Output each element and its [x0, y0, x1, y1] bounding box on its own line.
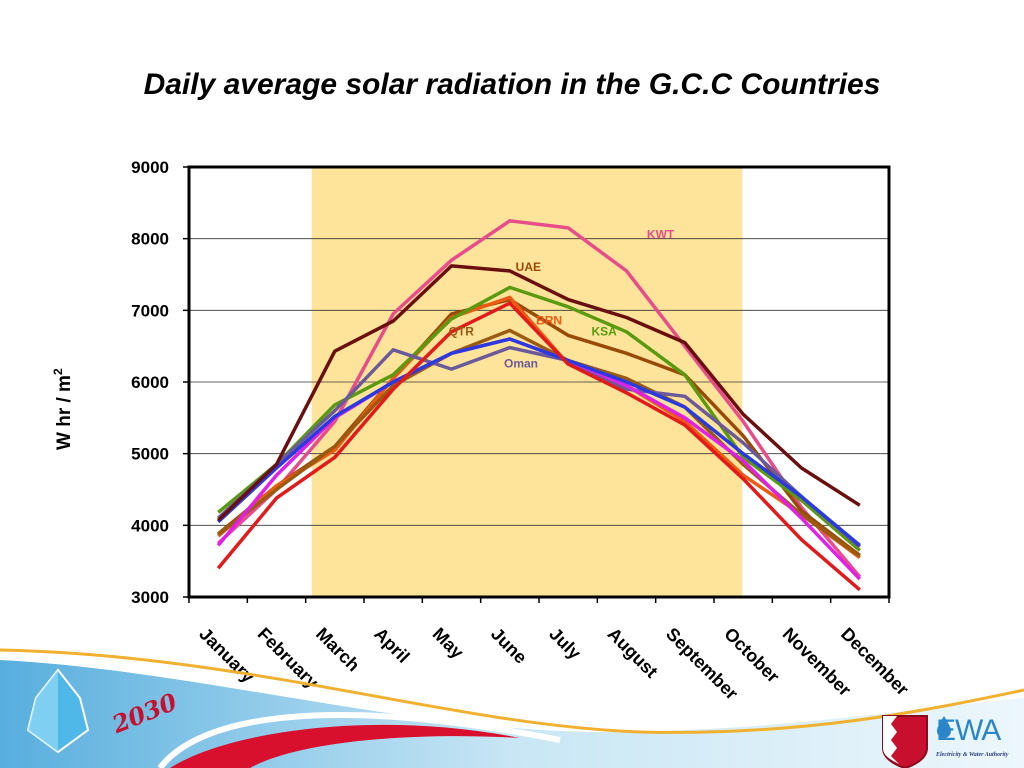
series-label: QTR — [449, 324, 475, 338]
series-line — [217, 345, 861, 549]
series-line — [217, 285, 861, 552]
series-lines — [216, 219, 862, 592]
series-line — [216, 301, 861, 592]
y-tick-label: 6000 — [131, 373, 169, 392]
series-label: BRN — [536, 314, 562, 328]
y-axis-ticks: 3000 4000 5000 6000 7000 8000 9000 — [131, 158, 189, 607]
series-label: Oman — [504, 357, 538, 371]
y-axis-label: W hr / m2 — [51, 368, 75, 450]
series-labels: KWT UAE BRN KSA QTR Oman — [449, 228, 675, 371]
series-label: KSA — [592, 324, 618, 338]
bahrain-emblem-icon — [882, 715, 928, 768]
y-tick-label: 8000 — [131, 230, 169, 249]
y-tick-label: 9000 — [131, 158, 169, 177]
series-label: UAE — [516, 260, 541, 274]
series-line — [217, 219, 862, 579]
y-tick-label: 7000 — [131, 301, 169, 320]
chart: KWT UAE BRN KSA QTR Oman 3000 4000 5000 6000 7000… — [51, 158, 913, 700]
chart-title: Daily average solar radiation in the G.C… — [143, 68, 881, 101]
organization-name: Electricity & Water Authority — [936, 752, 1009, 758]
series-label: KWT — [647, 228, 675, 242]
y-tick-label: 5000 — [131, 445, 169, 464]
series-line — [216, 264, 861, 522]
y-tick-label: 4000 — [131, 516, 169, 535]
series-line — [217, 337, 861, 547]
series-line — [217, 295, 861, 560]
water-drop-icon — [937, 716, 951, 738]
crystal-emblem-icon — [26, 668, 90, 754]
footer-decoration — [0, 648, 1024, 768]
ewa-logo-text: EWA — [936, 714, 1001, 747]
y-tick-label: 3000 — [131, 588, 169, 607]
